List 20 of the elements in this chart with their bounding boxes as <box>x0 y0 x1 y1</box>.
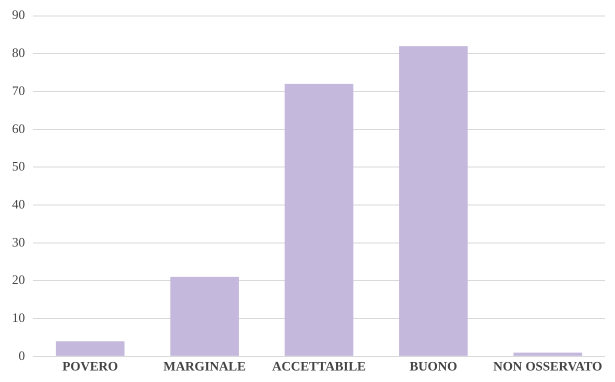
x-tick-label: NON OSSERVATO <box>493 358 602 374</box>
y-tick-label: 40 <box>12 196 25 212</box>
y-tick-label: 50 <box>12 158 25 174</box>
y-tick-label: 70 <box>12 82 25 98</box>
bar <box>56 341 125 356</box>
bar <box>513 352 582 356</box>
y-tick-label: 10 <box>12 310 25 325</box>
y-tick-label: 30 <box>12 234 25 250</box>
bar <box>399 46 468 356</box>
y-tick-label: 90 <box>12 7 25 22</box>
y-tick-label: 20 <box>12 272 25 288</box>
x-tick-label: MARGINALE <box>163 358 246 374</box>
bar <box>284 84 354 356</box>
x-tick-label: ACCETTABILE <box>272 358 366 374</box>
y-tick-label: 80 <box>12 45 25 60</box>
x-tick-label: BUONO <box>410 358 458 374</box>
x-tick-label: POVERO <box>62 358 118 374</box>
bar <box>170 276 239 356</box>
y-tick-label: 60 <box>12 120 25 136</box>
y-tick-label: 0 <box>18 348 25 363</box>
